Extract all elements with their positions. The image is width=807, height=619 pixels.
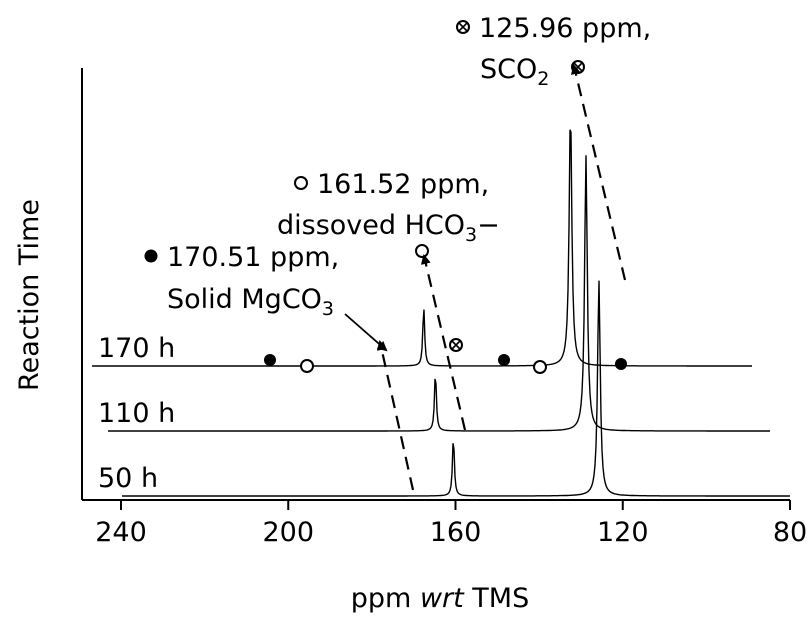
x-tick-label: 80 — [773, 517, 807, 548]
filled-circle-marker — [264, 354, 276, 366]
series-label: 50 h — [98, 463, 158, 494]
filled-circle-icon — [144, 249, 158, 263]
filled-circle-marker — [498, 354, 510, 366]
hco3-trend-arrow — [420, 254, 467, 431]
annotation-hco3-line2: dissoved HCO3− — [277, 210, 500, 246]
series-label: 170 h — [98, 333, 175, 364]
annotation-sco2-sub: 2 — [537, 68, 549, 90]
x-axis-label-prefix: ppm — [351, 583, 420, 614]
annotation-mgco3-sub: 3 — [322, 298, 334, 320]
series-label: 110 h — [98, 398, 175, 429]
open-circle-marker — [415, 244, 429, 258]
x-tick-label: 120 — [597, 517, 649, 548]
x-axis-label-italic: wrt — [420, 583, 465, 614]
x-tick-label: 160 — [430, 517, 482, 548]
spectrum-trace — [108, 155, 770, 432]
spectra-traces — [92, 129, 790, 497]
annotation-sco2-line1: 125.96 ppm, — [479, 13, 651, 44]
sco2-trend-arrow — [570, 64, 627, 281]
open-circle-marker — [300, 359, 314, 373]
y-axis-label: Reaction Time — [14, 199, 45, 391]
annotation-hco3: 161.52 ppm, dissoved HCO3− — [277, 169, 500, 246]
open-circle-icon — [294, 176, 308, 190]
trace-markers — [264, 60, 627, 374]
x-tick-label: 200 — [262, 517, 314, 548]
mgco3-label-arrow — [344, 313, 388, 352]
x-axis-label-suffix: TMS — [464, 583, 530, 614]
series-labels: 50 h 110 h 170 h — [98, 333, 175, 494]
x-tick-label: 240 — [95, 517, 147, 548]
mgco3-trend-arrow — [376, 340, 415, 491]
annotation-sco2-line2: SCO2 — [480, 54, 549, 90]
crossed-circle-icon-cross — [458, 22, 468, 32]
crossed-circle-marker-cross — [451, 340, 461, 350]
spectrum-trace — [92, 129, 752, 367]
x-ticks: 240 200 160 120 80 — [95, 500, 807, 548]
annotation-sco2: 125.96 ppm, SCO2 — [456, 13, 651, 90]
annotation-hco3-text: dissoved HCO — [277, 210, 465, 241]
spectrum-trace — [122, 280, 790, 497]
annotation-hco3-sub: 3 — [465, 224, 477, 246]
annotation-mgco3-text: Solid MgCO — [167, 284, 322, 315]
annotation-mgco3: 170.51 ppm, Solid MgCO3 — [144, 242, 339, 320]
annotation-mgco3-line2: Solid MgCO3 — [167, 284, 334, 320]
filled-circle-marker — [615, 358, 627, 370]
x-axis-label: ppm wrt TMS — [351, 583, 529, 614]
annotation-hco3-line1: 161.52 ppm, — [317, 169, 489, 200]
annotation-sco2-text: SCO — [480, 54, 537, 85]
annotation-hco3-tail: − — [477, 210, 500, 241]
annotation-mgco3-line1: 170.51 ppm, — [167, 242, 339, 273]
open-circle-marker — [533, 360, 547, 374]
